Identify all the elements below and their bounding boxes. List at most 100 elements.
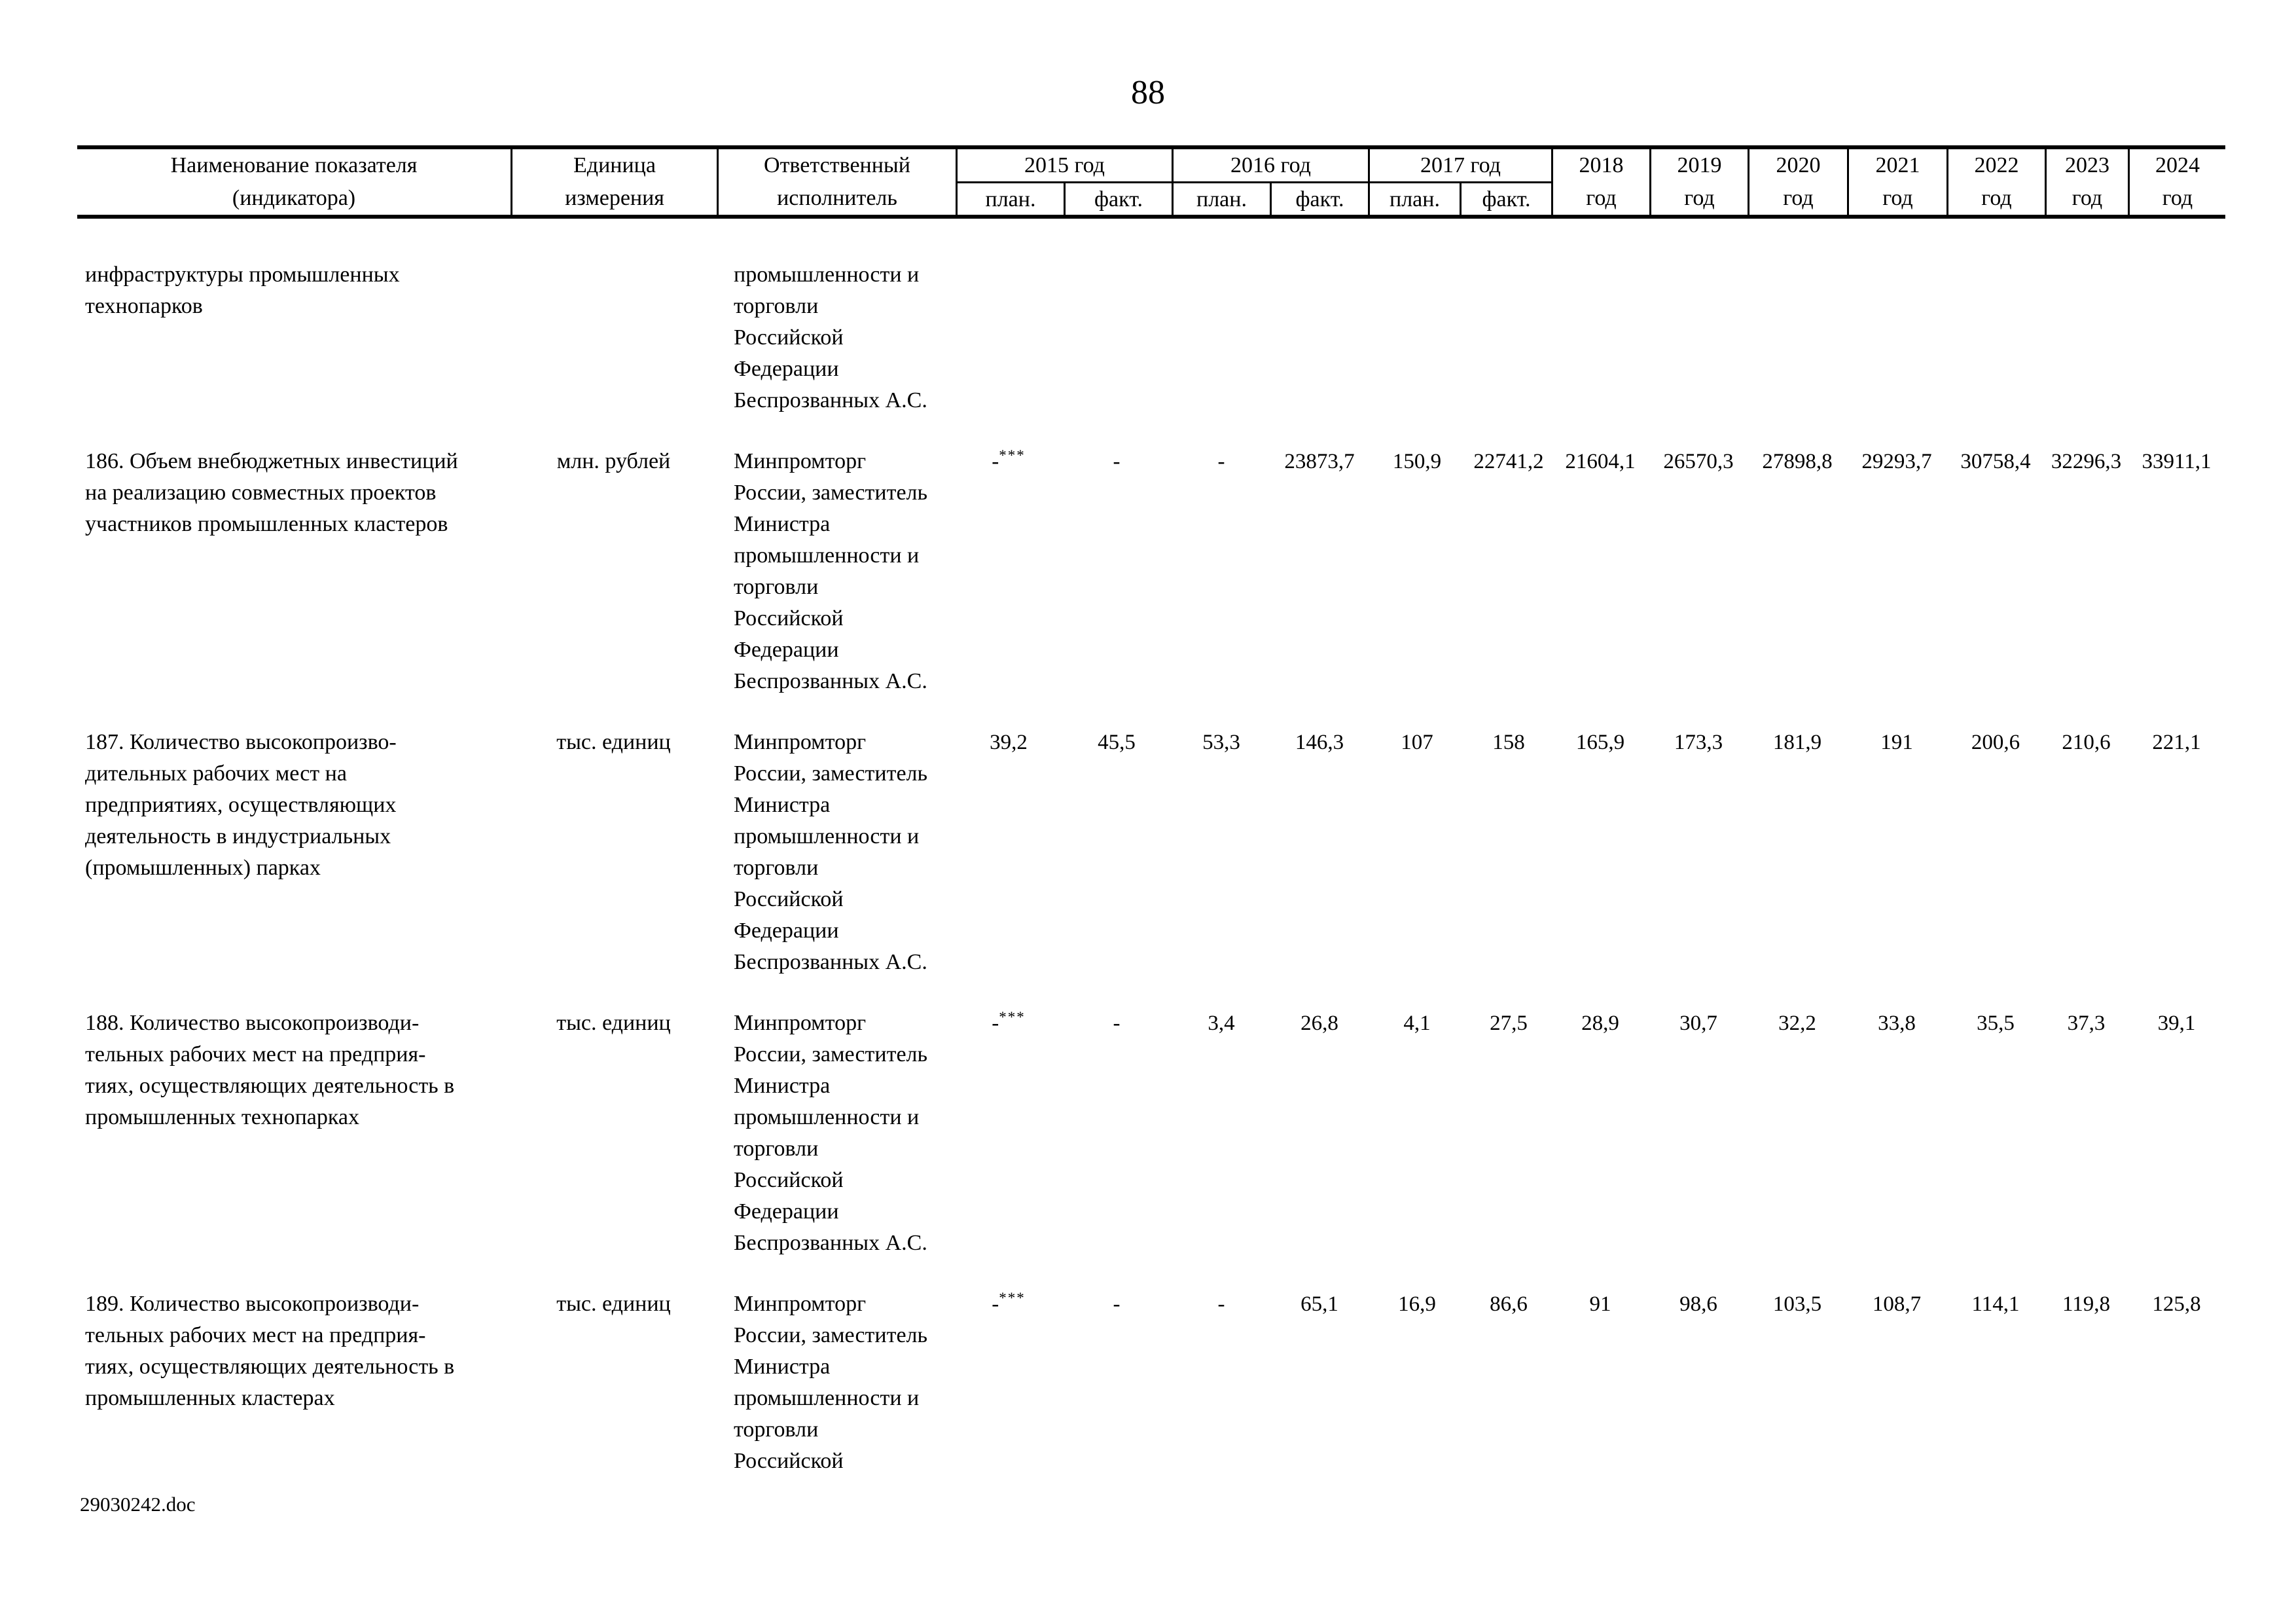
- cell-2019: [1649, 259, 1748, 416]
- header-year-2016-group: 2016 год план. факт.: [1172, 149, 1368, 215]
- table-header: Наименование показателя (индикатора) Еди…: [77, 145, 2225, 219]
- header-2015-fact-label: факт.: [1094, 187, 1143, 211]
- header-year-2019: 2019 год: [1649, 149, 1748, 215]
- cell-2020: 103,5: [1772, 1292, 1822, 1316]
- cell-2015-plan: -***: [992, 1290, 1026, 1316]
- cell-2022: 200,6: [1971, 731, 2020, 754]
- cell-executor: Минпромторг России, заместитель Министра…: [734, 1292, 928, 1473]
- cell-2017-plan: 107: [1401, 731, 1433, 754]
- cell-2019: 98,6: [1679, 1292, 1717, 1316]
- cell-2016-plan: 53,3: [1202, 731, 1240, 754]
- header-indicator-name: Наименование показателя (индикатора): [170, 153, 418, 210]
- header-year-2015-label: 2015 год: [958, 149, 1172, 183]
- cell-2023: 210,6: [2062, 731, 2111, 754]
- header-year-2015-group: 2015 год план. факт.: [956, 149, 1172, 215]
- cell-2019: 173,3: [1674, 731, 1723, 754]
- cell-2021: 108,7: [1872, 1292, 1922, 1316]
- header-2016-plan-label: план.: [1174, 183, 1272, 215]
- cell-2021: [1847, 259, 1946, 416]
- footer-filename: 29030242.doc: [80, 1493, 196, 1516]
- header-2015-plan-label: план.: [958, 183, 1066, 215]
- table-row-187: 187. Количество высокопроизво- дительных…: [77, 727, 2225, 978]
- cell-2016-fact: 146,3: [1295, 731, 1344, 754]
- cell-unit: тыс. единиц: [556, 730, 671, 754]
- cell-unit: [511, 259, 717, 416]
- cell-2016-plan: -: [1217, 1292, 1225, 1316]
- cell-2017-fact: [1466, 259, 1551, 416]
- cell-2017-fact: 27,5: [1490, 1012, 1528, 1035]
- cell-2017-plan: 4,1: [1403, 1012, 1431, 1035]
- cell-2015-fact: -: [1113, 1012, 1121, 1035]
- cell-2020: [1748, 259, 1847, 416]
- table-row-186: 186. Объем внебюджетных инвестиций на ре…: [77, 446, 2225, 697]
- cell-2016-plan: -: [1217, 450, 1225, 473]
- cell-2024: 221,1: [2152, 731, 2201, 754]
- cell-2016-fact: [1271, 259, 1368, 416]
- cell-2021: 29293,7: [1861, 450, 1932, 473]
- header-2016-fact-label: факт.: [1295, 187, 1344, 211]
- cell-indicator-name: инфраструктуры промышленных технопарков: [85, 263, 400, 318]
- cell-indicator-name: 186. Объем внебюджетных инвестиций на ре…: [85, 449, 458, 536]
- cell-2023: [2045, 259, 2128, 416]
- header-2017-fact-label: факт.: [1482, 187, 1531, 211]
- cell-indicator-name: 187. Количество высокопроизво- дительных…: [85, 730, 397, 880]
- header-year-2016-label: 2016 год: [1174, 149, 1368, 183]
- cell-2017-fact: 22741,2: [1473, 450, 1544, 473]
- header-year-2023: 2023 год: [2045, 149, 2128, 215]
- cell-2022: 35,5: [1977, 1012, 2015, 1035]
- cell-2019: 30,7: [1679, 1012, 1717, 1035]
- cell-2015-fact: [1062, 259, 1172, 416]
- cell-2015-plan: [956, 259, 1062, 416]
- header-year-2018: 2018 год: [1551, 149, 1649, 215]
- cell-2017-plan: 150,9: [1392, 450, 1442, 473]
- cell-2018: [1551, 259, 1649, 416]
- cell-2017-fact: 86,6: [1490, 1292, 1528, 1316]
- cell-executor: Минпромторг России, заместитель Министра…: [734, 449, 928, 693]
- cell-unit: тыс. единиц: [556, 1292, 671, 1316]
- cell-2015-plan: -***: [992, 447, 1026, 473]
- header-2017-plan-label: план.: [1370, 183, 1462, 215]
- cell-2018: 28,9: [1581, 1012, 1619, 1035]
- cell-2016-plan: [1172, 259, 1271, 416]
- cell-2016-fact: 26,8: [1300, 1012, 1338, 1035]
- cell-2015-plan: -***: [992, 1009, 1026, 1035]
- cell-2017-fact: 158: [1492, 731, 1525, 754]
- cell-2016-plan: 3,4: [1208, 1012, 1235, 1035]
- header-year-2021: 2021 год: [1847, 149, 1946, 215]
- cell-executor: промышленности и торговли Российской Фед…: [734, 263, 927, 412]
- cell-2024: 39,1: [2157, 1012, 2196, 1035]
- table-row-189: 189. Количество высокопроизводи- тельных…: [77, 1288, 2225, 1477]
- cell-2020: 181,9: [1772, 731, 1822, 754]
- cell-2022: 30758,4: [1960, 450, 2031, 473]
- cell-2017-plan: [1368, 259, 1466, 416]
- cell-2015-fact: -: [1113, 1292, 1121, 1316]
- header-year-2017-label: 2017 год: [1370, 149, 1551, 183]
- header-year-2024: 2024 год: [2128, 149, 2225, 215]
- header-year-2022: 2022 год: [1946, 149, 2045, 215]
- header-year-2017-group: 2017 год план. факт.: [1368, 149, 1551, 215]
- table-row-continuation: инфраструктуры промышленных технопарков …: [77, 259, 2225, 416]
- cell-2018: 91: [1589, 1292, 1611, 1316]
- indicators-table: Наименование показателя (индикатора) Еди…: [77, 145, 2225, 1477]
- cell-2017-plan: 16,9: [1398, 1292, 1436, 1316]
- header-year-2020: 2020 год: [1748, 149, 1847, 215]
- cell-2016-fact: 65,1: [1300, 1292, 1338, 1316]
- cell-2016-fact: 23873,7: [1284, 450, 1355, 473]
- cell-2015-plan: 39,2: [990, 731, 1028, 754]
- cell-indicator-name: 188. Количество высокопроизводи- тельных…: [85, 1011, 455, 1129]
- cell-executor: Минпромторг России, заместитель Министра…: [734, 1011, 928, 1255]
- cell-2024: 125,8: [2152, 1292, 2201, 1316]
- cell-2019: 26570,3: [1663, 450, 1734, 473]
- cell-2024: [2128, 259, 2225, 416]
- cell-2022: [1946, 259, 2045, 416]
- page-number: 88: [1131, 74, 1165, 111]
- cell-unit: тыс. единиц: [556, 1011, 671, 1035]
- cell-2020: 32,2: [1778, 1012, 1816, 1035]
- cell-2024: 33911,1: [2142, 450, 2212, 473]
- cell-2023: 119,8: [2062, 1292, 2111, 1316]
- table-row-188: 188. Количество высокопроизводи- тельных…: [77, 1008, 2225, 1259]
- cell-2020: 27898,8: [1762, 450, 1833, 473]
- cell-2021: 33,8: [1878, 1012, 1916, 1035]
- header-executor: Ответственный исполнитель: [717, 149, 956, 215]
